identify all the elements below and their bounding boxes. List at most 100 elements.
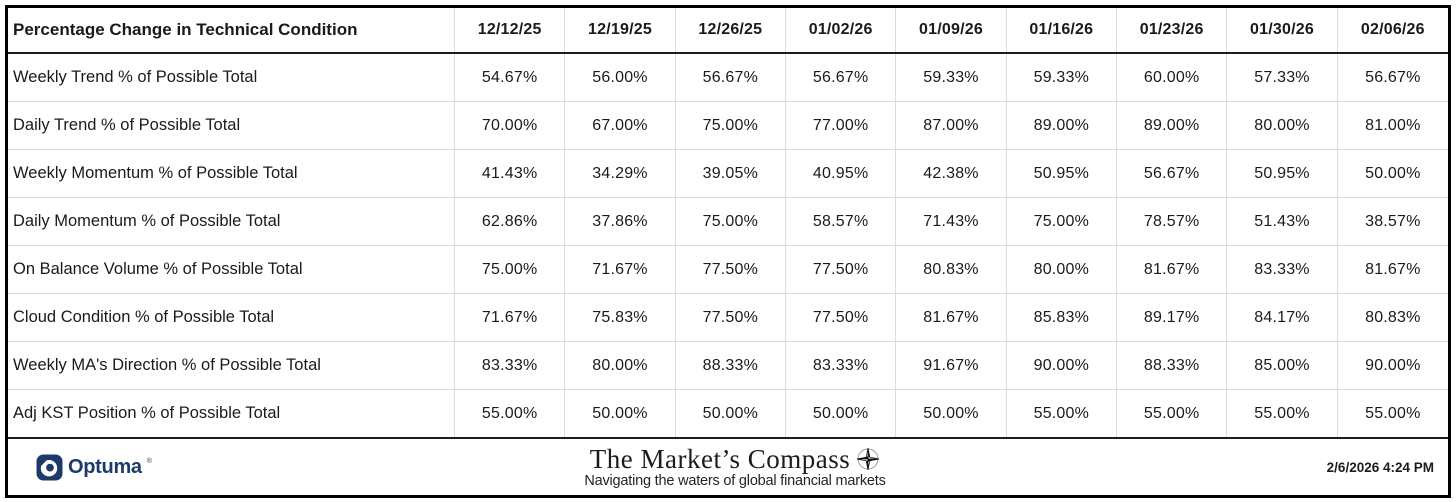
table-row: Daily Trend % of Possible Total 70.00% 6… [8, 102, 1448, 150]
table-title: Percentage Change in Technical Condition [8, 8, 455, 52]
value-cell: 56.67% [676, 54, 786, 101]
value-cell: 83.33% [1227, 246, 1338, 293]
value-cell: 81.67% [896, 294, 1007, 341]
value-cell: 91.67% [896, 342, 1007, 389]
table-row: Adj KST Position % of Possible Total 55.… [8, 390, 1448, 437]
value-cell: 34.29% [565, 150, 676, 197]
value-cell: 38.57% [1365, 212, 1421, 230]
value-cell: 50.95% [1007, 150, 1117, 197]
value-cell: 75.83% [565, 294, 676, 341]
value-cell: 80.00% [1007, 246, 1117, 293]
column-header-date: 12/19/25 [565, 8, 676, 52]
optuma-logo-text: Optuma [68, 455, 142, 478]
value-cell: 80.83% [896, 246, 1007, 293]
report-timestamp: 2/6/2026 4:24 PM [1326, 459, 1434, 475]
value-cell: 89.17% [1117, 294, 1228, 341]
table-row: Weekly Momentum % of Possible Total 41.4… [8, 150, 1448, 198]
optuma-trademark: ® [146, 457, 152, 465]
value-cell: 59.33% [1007, 54, 1117, 101]
column-header-date: 01/16/26 [1007, 8, 1117, 52]
value-cell: 39.05% [676, 150, 786, 197]
value-cell: 80.00% [565, 342, 676, 389]
column-header-date: 02/06/26 [1360, 21, 1425, 38]
table-row: Weekly Trend % of Possible Total 54.67% … [8, 54, 1448, 102]
value-cell: 77.00% [786, 102, 897, 149]
row-label: On Balance Volume % of Possible Total [8, 246, 455, 293]
value-cell: 75.00% [455, 246, 566, 293]
value-cell: 55.00% [1227, 390, 1338, 437]
value-cell: 51.43% [1227, 198, 1338, 245]
report-frame: Percentage Change in Technical Condition… [5, 5, 1451, 498]
value-cell: 71.43% [896, 198, 1007, 245]
table-header-row: Percentage Change in Technical Condition… [8, 8, 1448, 54]
value-cell: 50.00% [565, 390, 676, 437]
value-cell: 81.67% [1365, 260, 1421, 278]
value-cell: 88.33% [1117, 342, 1228, 389]
brand-block: The Market’s Compass [276, 443, 1194, 490]
optuma-logo-icon [36, 454, 63, 480]
value-cell: 77.50% [786, 294, 897, 341]
value-cell: 77.50% [676, 246, 786, 293]
row-label: Weekly MA's Direction % of Possible Tota… [8, 342, 455, 389]
value-cell: 59.33% [896, 54, 1007, 101]
value-cell: 55.00% [455, 390, 566, 437]
brand-subtitle: Navigating the waters of global financia… [584, 473, 886, 490]
table-body: Weekly Trend % of Possible Total 54.67% … [8, 54, 1448, 439]
value-cell: 90.00% [1365, 356, 1421, 374]
value-cell: 89.00% [1007, 102, 1117, 149]
value-cell: 50.00% [896, 390, 1007, 437]
value-cell: 88.33% [676, 342, 786, 389]
value-cell: 50.00% [786, 390, 897, 437]
value-cell: 85.00% [1227, 342, 1338, 389]
value-cell: 56.67% [786, 54, 897, 101]
value-cell: 60.00% [1117, 54, 1228, 101]
value-cell: 83.33% [455, 342, 566, 389]
column-header-date: 01/02/26 [786, 8, 897, 52]
optuma-logo: Optuma ® [8, 454, 276, 481]
value-cell: 89.00% [1117, 102, 1228, 149]
value-cell: 75.00% [1007, 198, 1117, 245]
value-cell: 67.00% [565, 102, 676, 149]
value-cell: 58.57% [786, 198, 897, 245]
value-cell: 56.00% [565, 54, 676, 101]
row-label: Weekly Momentum % of Possible Total [8, 150, 455, 197]
row-label: Adj KST Position % of Possible Total [8, 390, 455, 437]
value-cell: 77.50% [676, 294, 786, 341]
value-cell: 50.00% [1365, 164, 1421, 182]
value-cell: 90.00% [1007, 342, 1117, 389]
column-header-date: 12/26/25 [676, 8, 786, 52]
value-cell: 84.17% [1227, 294, 1338, 341]
value-cell: 62.86% [455, 198, 566, 245]
value-cell: 77.50% [786, 246, 897, 293]
compass-rose-icon [857, 447, 880, 470]
brand-title: The Market’s Compass [589, 443, 851, 474]
value-cell: 41.43% [455, 150, 566, 197]
value-cell: 55.00% [1117, 390, 1228, 437]
value-cell: 50.00% [676, 390, 786, 437]
table-row: Weekly MA's Direction % of Possible Tota… [8, 342, 1448, 390]
row-label: Weekly Trend % of Possible Total [8, 54, 455, 101]
value-cell: 55.00% [1007, 390, 1117, 437]
column-header-date: 12/12/25 [455, 8, 566, 52]
value-cell: 81.67% [1117, 246, 1228, 293]
report-footer: Optuma ® The Market’s Compass [8, 439, 1448, 495]
value-cell: 85.83% [1007, 294, 1117, 341]
row-label: Daily Momentum % of Possible Total [8, 198, 455, 245]
value-cell: 50.95% [1227, 150, 1338, 197]
value-cell: 83.33% [786, 342, 897, 389]
value-cell: 56.67% [1117, 150, 1228, 197]
value-cell: 42.38% [896, 150, 1007, 197]
value-cell: 80.00% [1227, 102, 1338, 149]
value-cell: 70.00% [455, 102, 566, 149]
value-cell: 80.83% [1365, 308, 1421, 326]
value-cell: 75.00% [676, 198, 786, 245]
value-cell: 57.33% [1227, 54, 1338, 101]
value-cell: 71.67% [565, 246, 676, 293]
table-row: Cloud Condition % of Possible Total 71.6… [8, 294, 1448, 342]
value-cell: 54.67% [455, 54, 566, 101]
value-cell: 75.00% [676, 102, 786, 149]
row-label: Daily Trend % of Possible Total [8, 102, 455, 149]
value-cell: 87.00% [896, 102, 1007, 149]
table-row: Daily Momentum % of Possible Total 62.86… [8, 198, 1448, 246]
